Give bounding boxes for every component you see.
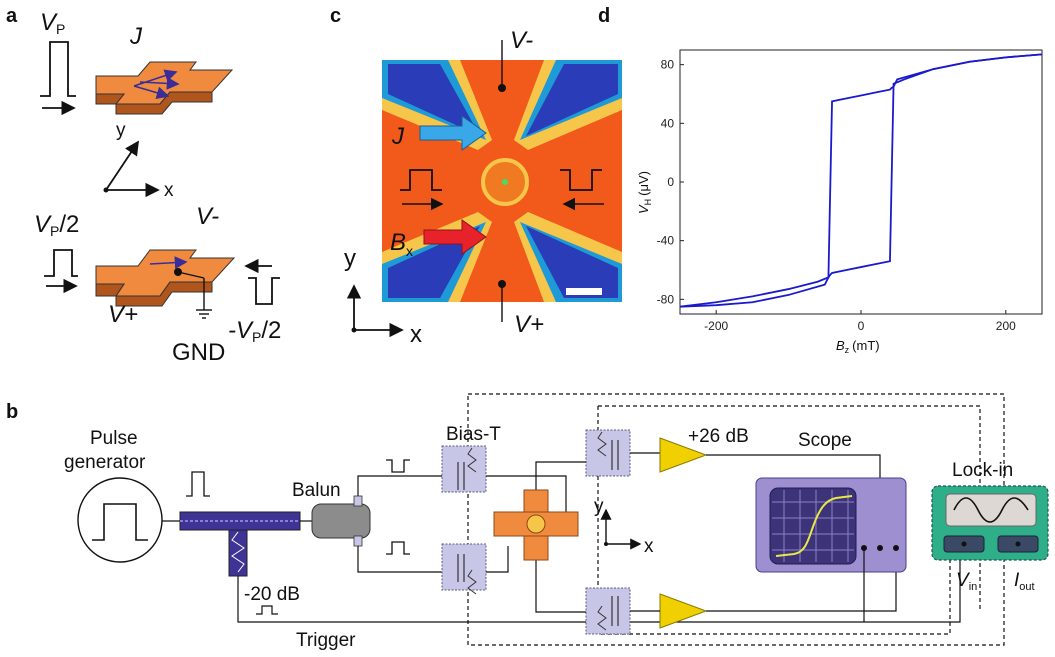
vplus-label-c: V+	[514, 311, 544, 338]
j-label-c: J	[391, 123, 405, 150]
x-axis-label: Bz (mT)	[836, 338, 880, 355]
y-ticks: 80 40 0 -40 -80	[657, 58, 684, 306]
y-tick-label: 40	[661, 116, 675, 130]
pulse-right-c	[560, 169, 602, 191]
vplus-label-a: V+	[108, 301, 138, 328]
panel-a: VP J y x VP/2 V-	[34, 9, 281, 366]
bias-tee-4	[585, 587, 631, 635]
y-axis-label: VH(μV)	[636, 171, 653, 214]
scale-bar	[566, 288, 602, 295]
pulse-generator	[77, 477, 163, 563]
bias-t-label: Bias-T	[446, 424, 501, 445]
x-ticks: -200 0 200	[704, 310, 1016, 333]
hysteresis-chart: 80 40 0 -40 -80 -200 0 200 Bz (mT) VH(μV)	[636, 49, 1043, 355]
panel-label-d: d	[598, 5, 610, 27]
sample-cross	[493, 489, 579, 561]
trigger-label: Trigger	[296, 630, 356, 651]
data-series	[679, 53, 1043, 308]
scope-label: Scope	[798, 430, 852, 451]
x-tick-label: -200	[704, 319, 728, 333]
field-arrow	[423, 219, 487, 255]
attenuator-label: -20 dB	[244, 584, 300, 605]
pulse-left-c	[400, 169, 442, 191]
kerr-image	[382, 60, 622, 302]
panel-label-a: a	[6, 5, 18, 27]
axis-y-label-a: y	[116, 120, 126, 141]
neg-vp2-label: -VP/2	[228, 317, 281, 345]
lockin	[931, 485, 1049, 561]
series-line-1	[679, 53, 1043, 308]
lockin-label: Lock-in	[952, 460, 1013, 481]
x-tick-label: 200	[996, 319, 1016, 333]
bias-tee-1	[441, 445, 487, 493]
half-pulse-positive	[44, 249, 78, 277]
j-label: J	[129, 23, 143, 50]
bias-tee-2	[441, 543, 487, 595]
pulse-generator-label-1: Pulse	[90, 428, 138, 449]
balun-label: Balun	[292, 480, 341, 501]
panel-c: V- V+ J Bx y x	[344, 27, 622, 348]
power-splitter	[179, 511, 301, 577]
current-arrow	[419, 115, 487, 151]
axes-a	[103, 140, 160, 198]
hall-cross-bottom	[95, 249, 236, 319]
series-line-2	[679, 53, 1043, 308]
y-tick-label: 80	[661, 58, 675, 72]
hall-cross-top	[95, 61, 234, 115]
vminus-label-a: V-	[196, 203, 219, 230]
bx-label: Bx	[390, 229, 413, 259]
amplifier-gain-label: +26 dB	[688, 426, 749, 447]
vp-label: VP	[40, 9, 65, 37]
panel-label-b: b	[6, 401, 18, 423]
y-tick-label: -40	[657, 234, 675, 248]
plot-frame	[679, 49, 1043, 315]
vminus-label-c: V-	[510, 27, 533, 54]
panel-label-c: c	[330, 5, 341, 27]
axis-x-label-a: x	[164, 180, 174, 201]
amplifier-bottom	[659, 593, 708, 629]
pulse-symbol	[40, 41, 76, 97]
vp2-label: VP/2	[34, 211, 79, 239]
gnd-label: GND	[172, 339, 225, 366]
y-tick-label: -80	[657, 292, 675, 306]
balun	[311, 503, 371, 539]
y-tick-label: 0	[667, 175, 674, 189]
axis-x-label-c: x	[410, 321, 422, 348]
amplifier-top	[659, 437, 708, 473]
pulse-generator-label-2: generator	[64, 452, 146, 473]
panel-b: Pulse generator -20 dB Trigger Balun Bia…	[64, 393, 1049, 651]
scope	[755, 477, 907, 573]
axis-y-label-b: y	[594, 496, 604, 517]
vin-label: Vin	[956, 570, 977, 593]
bias-tee-3	[585, 429, 631, 477]
axis-x-label-b: x	[644, 536, 654, 557]
iout-label: Iout	[1014, 570, 1035, 593]
axis-y-label-c: y	[344, 245, 356, 272]
half-pulse-negative	[248, 277, 280, 305]
pulse-out-symbol	[186, 471, 210, 497]
x-tick-label: 0	[858, 319, 865, 333]
